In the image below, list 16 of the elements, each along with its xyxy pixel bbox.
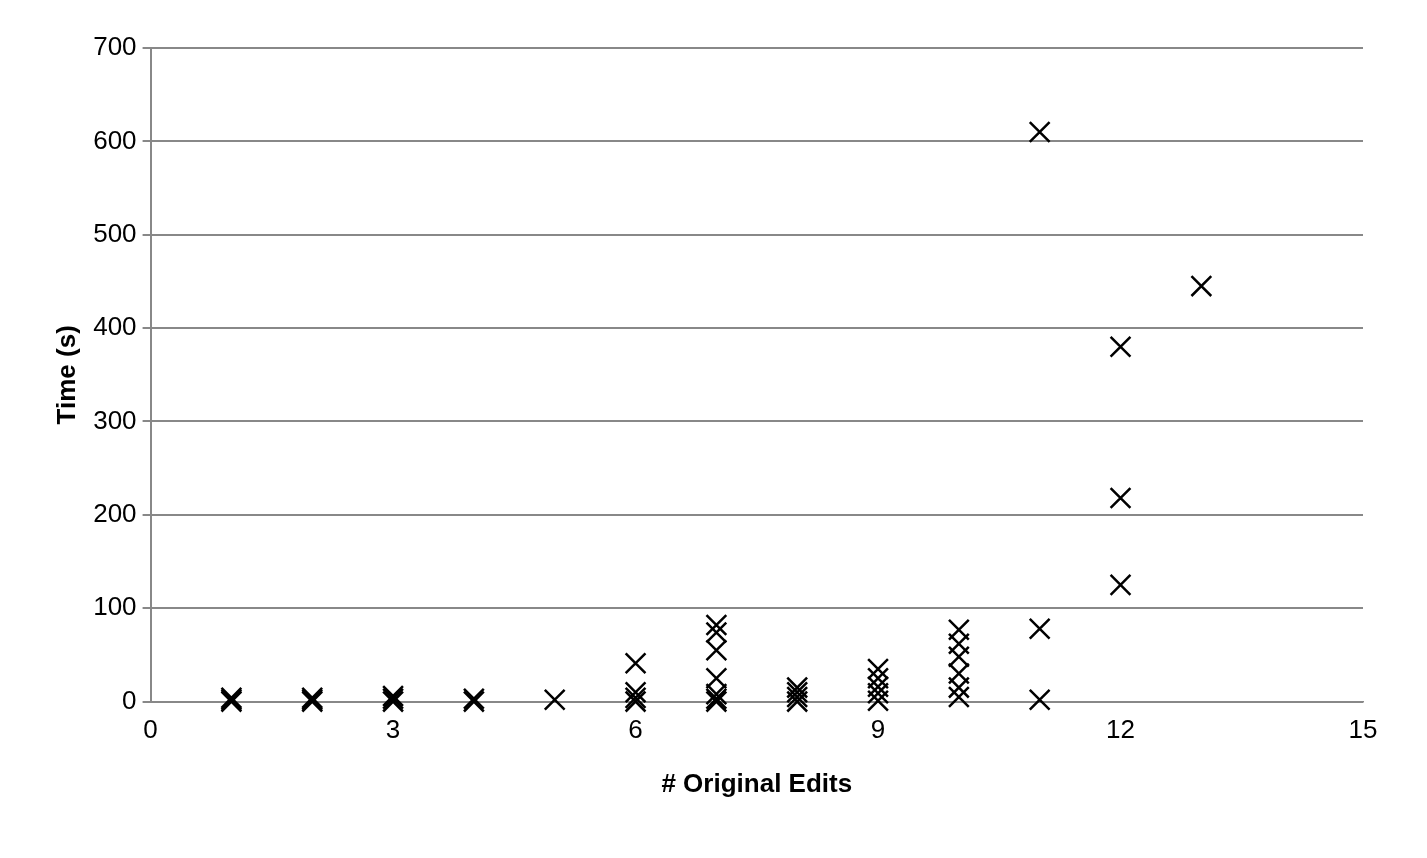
y-tick-label: 500 bbox=[93, 217, 137, 248]
y-axis-title: Time (s) bbox=[50, 325, 81, 425]
y-tick-label: 0 bbox=[122, 684, 137, 715]
y-tick-label: 400 bbox=[93, 311, 137, 342]
x-tick-label: 9 bbox=[870, 714, 886, 745]
y-tick-label: 700 bbox=[93, 31, 137, 62]
x-tick-label: 0 bbox=[143, 714, 158, 745]
y-tick-label: 200 bbox=[93, 498, 137, 529]
x-tick-label: 3 bbox=[385, 714, 401, 745]
x-tick-label: 12 bbox=[1106, 714, 1135, 745]
y-tick-label: 600 bbox=[93, 124, 137, 155]
y-tick-label: 300 bbox=[93, 404, 137, 435]
x-tick-label: 15 bbox=[1348, 714, 1378, 745]
x-tick-label: 6 bbox=[628, 714, 643, 745]
y-tick-label: 100 bbox=[93, 591, 137, 622]
x-axis-title: # Original Edits bbox=[661, 767, 853, 798]
